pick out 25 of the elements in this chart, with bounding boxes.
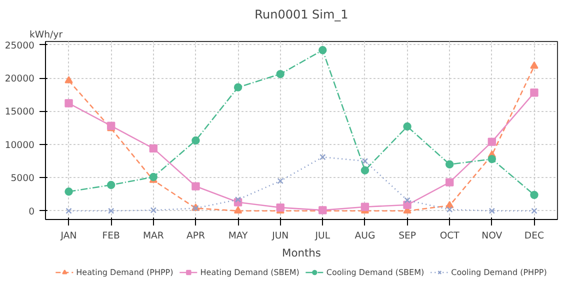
legend-label: Cooling Demand (SBEM): [326, 267, 424, 277]
x-tick-label: MAY: [228, 230, 248, 242]
y-tick-label: 20000: [4, 74, 35, 85]
x-tick-label: JUN: [271, 230, 289, 242]
y-tick-label: 0: [28, 206, 35, 218]
x-tick-label: APR: [186, 230, 206, 242]
x-tick-label: FEB: [102, 230, 120, 242]
legend-label: Heating Demand (SBEM): [200, 267, 300, 277]
x-tick-label: OCT: [440, 230, 460, 242]
y-tick-label: 15000: [4, 106, 35, 118]
x-tick-label: DEC: [524, 230, 544, 242]
legend-label: Cooling Demand (PHPP): [451, 267, 547, 277]
x-tick-label: JUL: [314, 230, 331, 242]
x-tick-label: JAN: [60, 230, 77, 242]
y-tick-label: 25000: [4, 40, 35, 52]
chart-title: Run0001 Sim_1: [254, 8, 348, 22]
x-tick-label: SEP: [398, 230, 416, 242]
x-tick-label: AUG: [354, 230, 376, 242]
x-tick-label: MAR: [142, 230, 164, 242]
y-tick-label: 5000: [10, 173, 35, 184]
y-tick-label: 10000: [4, 140, 35, 151]
x-axis-title: Months: [282, 246, 322, 260]
y-axis-title: kWh/yr: [30, 30, 63, 40]
legend-label: Heating Demand (PHPP): [76, 267, 174, 277]
x-tick-label: NOV: [482, 230, 503, 242]
